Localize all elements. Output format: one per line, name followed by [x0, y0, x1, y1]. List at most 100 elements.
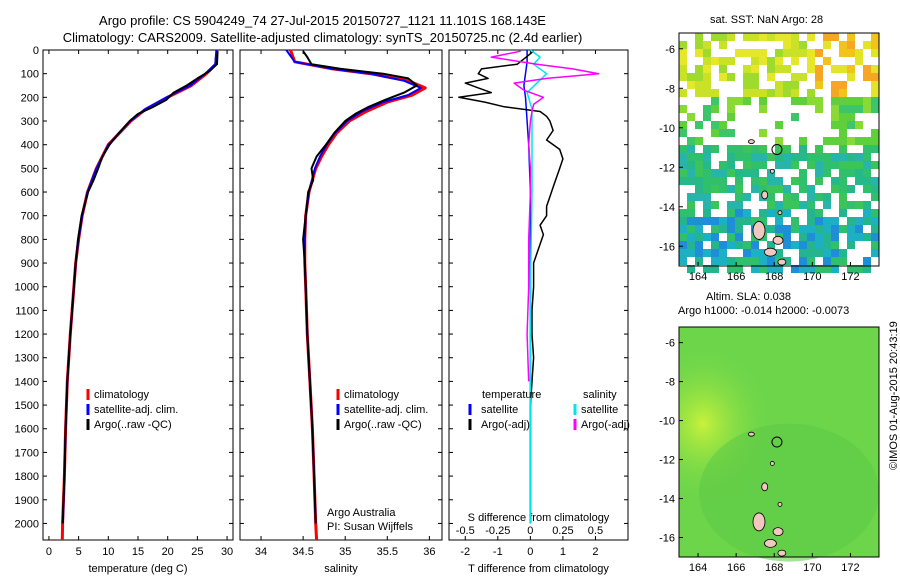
sst-cell — [831, 97, 839, 105]
y-tick-label: 2000 — [15, 518, 39, 530]
annotation-text: PI: Susan Wijffels — [327, 521, 413, 533]
sst-cell — [727, 161, 735, 169]
sst-cell — [735, 201, 743, 209]
sst-cell — [775, 137, 783, 145]
sst-cell — [687, 241, 695, 249]
x2-axis-label: S difference from climatology — [468, 512, 610, 524]
sst-cell — [743, 97, 751, 105]
sst-cell — [839, 257, 847, 265]
sst-cell — [735, 257, 743, 265]
sst-cell — [727, 145, 735, 153]
y-tick-label: 600 — [21, 187, 39, 199]
legend-label: Argo(-adj) — [481, 419, 530, 431]
sst-cell — [727, 209, 735, 217]
sst-cell — [855, 105, 863, 113]
sst-cell — [703, 265, 711, 273]
sst-cell — [783, 185, 791, 193]
sst-cell — [727, 257, 735, 265]
sst-cell — [695, 89, 703, 97]
sst-cell — [831, 113, 839, 121]
sst-cell — [871, 225, 879, 233]
sst-cell — [823, 169, 831, 177]
sst-cell — [839, 169, 847, 177]
sst-cell — [823, 193, 831, 201]
sst-cell — [751, 57, 759, 65]
sst-cell — [695, 121, 703, 129]
sst-cell — [791, 193, 799, 201]
sst-cell — [799, 145, 807, 153]
sst-cell — [831, 233, 839, 241]
y-tick-label: 400 — [21, 140, 39, 152]
sst-cell — [863, 185, 871, 193]
sst-cell — [847, 201, 855, 209]
sst-cell — [791, 41, 799, 49]
sla-high-patch — [679, 327, 879, 557]
sst-cell — [855, 169, 863, 177]
map-y-tick-label: -12 — [659, 162, 675, 174]
sst-cell — [767, 65, 775, 73]
sst-cell — [783, 49, 791, 57]
sst-cell — [743, 217, 751, 225]
sst-cell — [727, 113, 735, 121]
sst-cell — [687, 177, 695, 185]
argo-location-marker — [771, 144, 783, 156]
sst-cell — [751, 169, 759, 177]
sst-cell — [679, 177, 687, 185]
sst-cell — [711, 57, 719, 65]
sst-cell — [775, 161, 783, 169]
sst-cell — [751, 161, 759, 169]
sst-cell — [767, 249, 775, 257]
sst-cell — [831, 185, 839, 193]
sst-cell — [751, 89, 759, 97]
island-shape — [747, 139, 755, 145]
sst-cell — [823, 249, 831, 257]
sst-cell — [831, 249, 839, 257]
sst-cell — [751, 265, 759, 273]
sst-cell — [743, 65, 751, 73]
map-x-tick-label: 164 — [689, 562, 707, 574]
sst-cell — [759, 177, 767, 185]
sst-cell — [831, 121, 839, 129]
sst-cell — [727, 97, 735, 105]
y-tick-label: 1600 — [15, 424, 39, 436]
sst-cell — [711, 169, 719, 177]
sst-cell — [695, 137, 703, 145]
legend-title: salinity — [583, 389, 617, 401]
sst-cell — [823, 33, 831, 41]
sst-cell — [703, 169, 711, 177]
sst-cell — [727, 241, 735, 249]
sst-cell — [687, 145, 695, 153]
sst-cell — [815, 233, 823, 241]
sst-cell — [767, 177, 775, 185]
y-tick-label: 1900 — [15, 495, 39, 507]
island-shape — [747, 431, 755, 437]
sst-cell — [799, 137, 807, 145]
sst-cell — [855, 201, 863, 209]
sst-cell — [791, 265, 799, 273]
sst-cell — [839, 185, 847, 193]
sst-cell — [831, 81, 839, 89]
sst-cell — [719, 57, 727, 65]
sst-cell — [703, 209, 711, 217]
sst-cell — [799, 185, 807, 193]
sst-cell — [783, 201, 791, 209]
sst-cell — [751, 49, 759, 57]
map-y-tick-label: -6 — [665, 44, 675, 56]
sst-cell — [759, 97, 767, 105]
sst-cell — [703, 193, 711, 201]
sst-cell — [799, 201, 807, 209]
legend-label: Argo(..raw -QC) — [94, 419, 172, 431]
sst-cell — [799, 265, 807, 273]
sst-cell — [863, 169, 871, 177]
legend-label: satellite — [581, 404, 618, 416]
x-tick-label: 5 — [76, 546, 82, 558]
sst-cell — [807, 153, 815, 161]
sst-cell — [799, 41, 807, 49]
sst-cell — [807, 225, 815, 233]
sst-cell — [767, 153, 775, 161]
sst-cell — [695, 169, 703, 177]
sst-cell — [703, 81, 711, 89]
sst-cell — [775, 81, 783, 89]
series-line — [523, 50, 532, 524]
sst-cell — [863, 233, 871, 241]
